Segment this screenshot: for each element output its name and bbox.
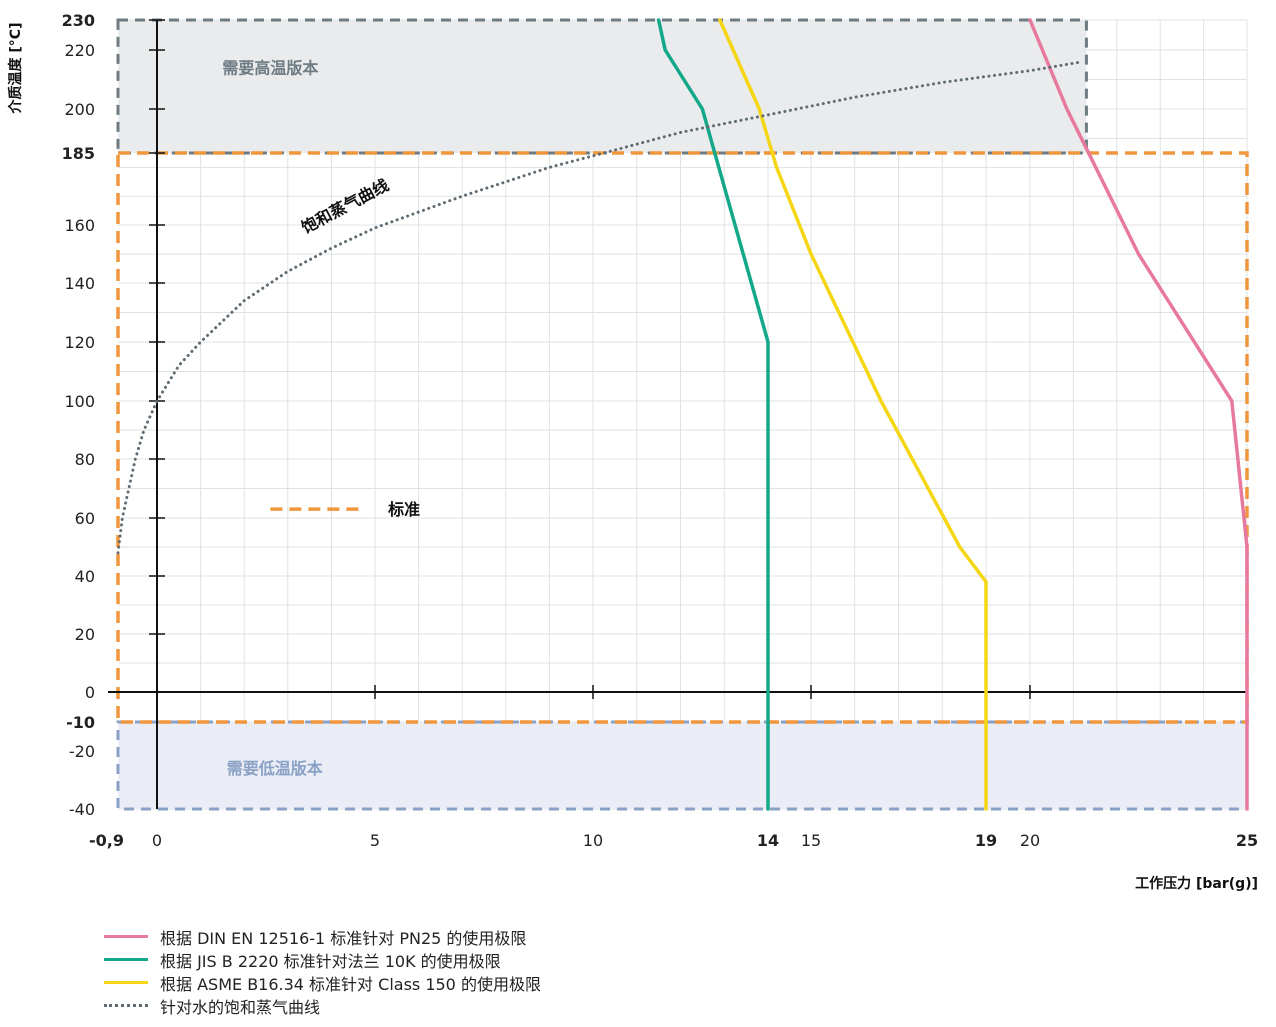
legend-swatch bbox=[104, 981, 148, 984]
y-tick-label: 20 bbox=[75, 625, 95, 644]
y-tick-label: 160 bbox=[64, 216, 95, 235]
x-tick-label: 14 bbox=[757, 831, 779, 850]
high-temp-region bbox=[116, 18, 1088, 155]
y-tick-label: 40 bbox=[75, 567, 95, 586]
y-axis-title: 介质温度 [°C] bbox=[7, 23, 24, 115]
y-tick-label: 220 bbox=[64, 41, 95, 60]
axes: 230220200185160140120100806040200-10-20-… bbox=[62, 11, 1259, 850]
legend-label: 根据 ASME B16.34 标准针对 Class 150 的使用极限 bbox=[160, 974, 541, 994]
high-temp-region-label: 需要高温版本 bbox=[222, 59, 318, 78]
y-tick-label: 200 bbox=[64, 100, 95, 119]
legend-item: 针对水的饱和蒸气曲线 bbox=[104, 994, 541, 1017]
low-temp-region-label: 需要低温版本 bbox=[227, 759, 323, 778]
series-lines bbox=[116, 18, 1249, 811]
x-tick-label: 25 bbox=[1236, 831, 1258, 850]
y-tick-label: 140 bbox=[64, 274, 95, 293]
y-tick-label: 185 bbox=[62, 144, 95, 163]
saturated-steam-curve bbox=[116, 60, 1084, 555]
asme-class150-limit-line bbox=[718, 18, 988, 811]
regions bbox=[116, 18, 1249, 811]
legend-swatch bbox=[104, 1004, 148, 1007]
legend-label: 针对水的饱和蒸气曲线 bbox=[160, 997, 321, 1017]
y-tick-label: 100 bbox=[64, 392, 95, 411]
standard-legend-label: 标准 bbox=[387, 500, 420, 519]
x-tick-label: 10 bbox=[583, 831, 603, 850]
y-tick-label: 230 bbox=[62, 11, 95, 30]
y-tick-label: 80 bbox=[75, 450, 95, 469]
x-tick-label: 15 bbox=[801, 831, 821, 850]
y-tick-label: 120 bbox=[64, 333, 95, 352]
steam-curve-label: 饱和蒸气曲线 bbox=[298, 175, 392, 237]
jis-10k-limit-line bbox=[656, 18, 770, 811]
y-tick-label: -40 bbox=[69, 800, 95, 819]
y-tick-label: 60 bbox=[75, 509, 95, 528]
legend-item: 根据 DIN EN 12516-1 标准针对 PN25 的使用极限 bbox=[104, 925, 541, 948]
legend-item: 根据 ASME B16.34 标准针对 Class 150 的使用极限 bbox=[104, 971, 541, 994]
x-tick-label: 5 bbox=[370, 831, 380, 850]
y-tick-label: -20 bbox=[69, 742, 95, 761]
legend-item: 根据 JIS B 2220 标准针对法兰 10K 的使用极限 bbox=[104, 948, 541, 971]
x-tick-label: -0,9 bbox=[89, 831, 124, 850]
y-tick-label: -10 bbox=[66, 713, 95, 732]
pn25-limit-line bbox=[1028, 18, 1249, 811]
x-axis-title: 工作压力 [bar(g)] bbox=[1135, 875, 1258, 892]
legend-label: 根据 DIN EN 12516-1 标准针对 PN25 的使用极限 bbox=[160, 928, 527, 948]
legend-swatch bbox=[104, 958, 148, 961]
x-tick-label: 0 bbox=[152, 831, 162, 850]
legend-swatch bbox=[104, 935, 148, 938]
legend: 根据 DIN EN 12516-1 标准针对 PN25 的使用极限 根据 JIS … bbox=[104, 925, 541, 1017]
standard-region bbox=[116, 151, 1249, 724]
x-tick-label: 19 bbox=[975, 831, 997, 850]
legend-label: 根据 JIS B 2220 标准针对法兰 10K 的使用极限 bbox=[160, 951, 501, 971]
y-tick-label: 0 bbox=[85, 683, 95, 702]
x-tick-label: 20 bbox=[1020, 831, 1040, 850]
